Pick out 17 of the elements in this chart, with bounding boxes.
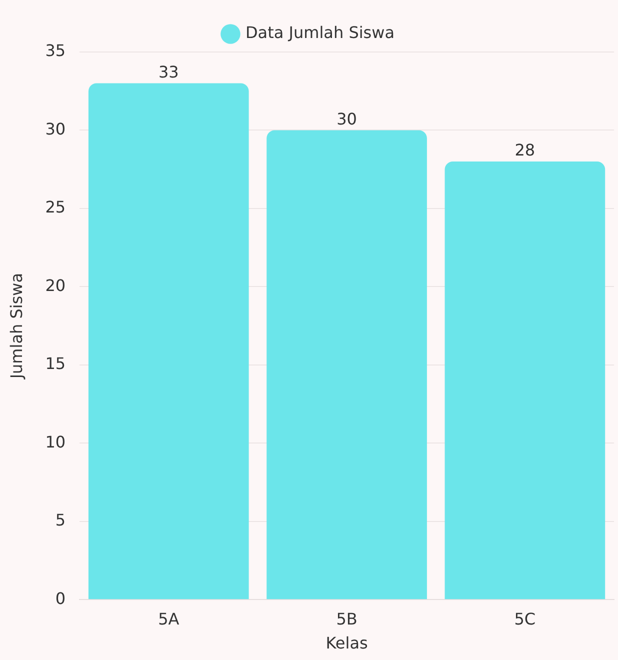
y-tick-label: 0 xyxy=(55,588,66,608)
y-tick-label: 5 xyxy=(55,510,66,530)
legend-label: Data Jumlah Siswa xyxy=(245,23,395,42)
x-tick-label: 5C xyxy=(514,609,536,628)
data-label: 30 xyxy=(336,109,357,128)
x-tick-label: 5B xyxy=(336,609,358,628)
y-tick-label: 25 xyxy=(45,198,66,217)
x-axis-title: Kelas xyxy=(326,634,368,653)
y-tick-label: 15 xyxy=(45,354,66,374)
y-axis-title: Jumlah Siswa xyxy=(6,272,26,380)
y-tick-label: 10 xyxy=(45,432,66,452)
x-tick-label: 5A xyxy=(158,609,180,628)
y-tick-label: 30 xyxy=(45,119,66,138)
y-tick-label: 35 xyxy=(45,41,66,60)
y-tick-label: 20 xyxy=(45,276,66,295)
data-label: 33 xyxy=(158,62,179,82)
data-label: 28 xyxy=(514,140,536,160)
